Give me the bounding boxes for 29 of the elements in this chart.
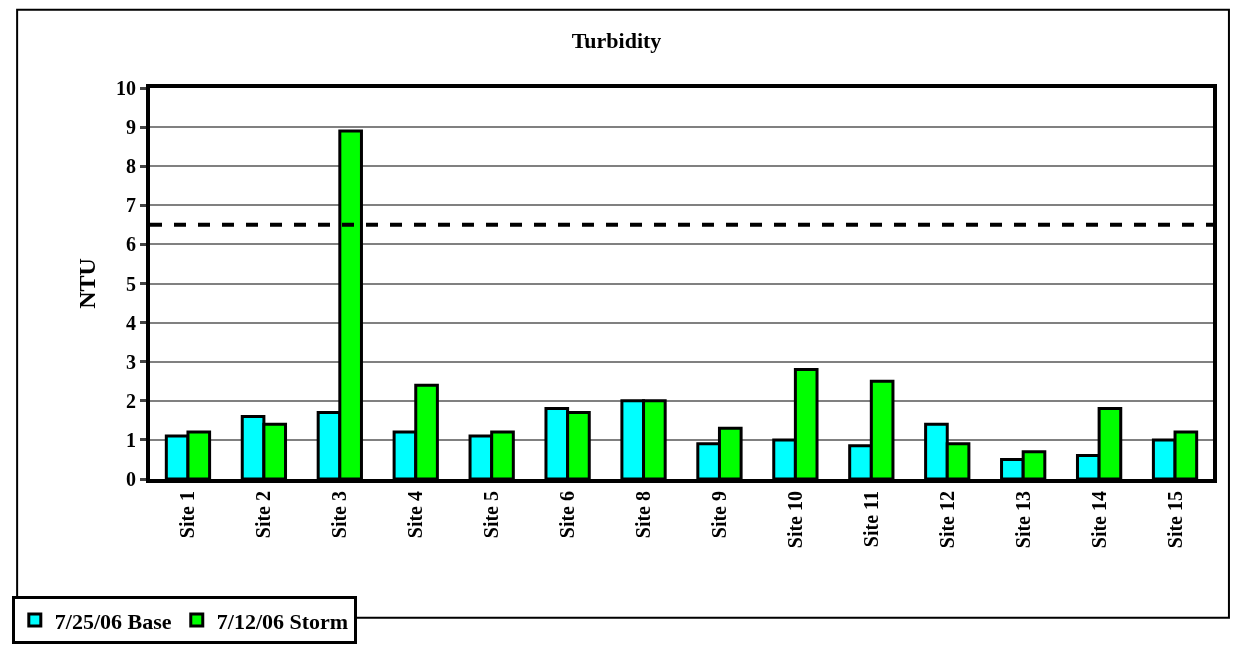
y-tick-label: 5 bbox=[126, 272, 136, 295]
y-tick-label: 2 bbox=[126, 389, 136, 412]
legend-label: 7/25/06 Base bbox=[54, 608, 172, 634]
x-tick-label: Site 6 bbox=[556, 491, 579, 539]
x-tick-label: Site 13 bbox=[1011, 491, 1034, 549]
x-tick-label: Site 11 bbox=[859, 491, 882, 548]
y-tick-label: 7 bbox=[126, 194, 136, 217]
y-tick-label: 4 bbox=[126, 311, 136, 334]
y-tick-label: 6 bbox=[126, 233, 136, 256]
y-axis-title: NTU bbox=[73, 258, 100, 309]
x-tick-label: Site 15 bbox=[1163, 491, 1186, 549]
x-tick-label: Site 8 bbox=[632, 491, 655, 539]
x-tick-label: Site 9 bbox=[707, 491, 730, 539]
x-tick-label: Site 14 bbox=[1087, 491, 1110, 549]
y-tick-label: 8 bbox=[126, 155, 136, 178]
y-tick-label: 10 bbox=[116, 77, 136, 99]
x-tick-label: Site 12 bbox=[935, 491, 958, 549]
x-tick-label: Site 10 bbox=[783, 491, 806, 549]
x-tick-label: Site 2 bbox=[252, 491, 275, 539]
chart-title: Turbidity bbox=[571, 28, 662, 54]
x-tick-label: Site 4 bbox=[404, 491, 427, 539]
y-tick-label: 1 bbox=[126, 428, 136, 451]
x-tick-label: Site 1 bbox=[176, 491, 199, 539]
y-tick-label: 0 bbox=[126, 468, 136, 490]
legend-label: 7/12/06 Storm bbox=[216, 608, 349, 634]
x-tick-label: Site 5 bbox=[480, 491, 503, 539]
y-tick-label: 3 bbox=[126, 350, 136, 373]
y-tick-label: 9 bbox=[126, 116, 136, 139]
x-tick-label: Site 3 bbox=[328, 491, 351, 539]
